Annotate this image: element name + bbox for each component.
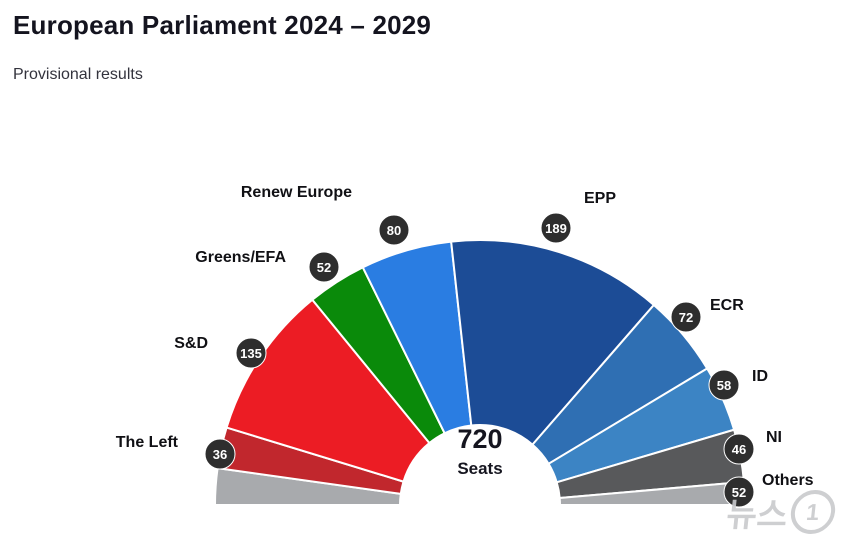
page-subtitle: Provisional results	[13, 66, 143, 83]
page-title: European Parliament 2024 – 2029	[13, 10, 432, 40]
party-label-ecr: ECR	[710, 297, 744, 314]
seat-count-id: 58	[717, 378, 731, 393]
seat-badge-epp: 189	[540, 212, 572, 244]
chart-header: European Parliament 2024 – 2029 Provisio…	[13, 10, 431, 84]
seat-count-renew-europe: 80	[387, 223, 401, 238]
seat-count-others: 52	[732, 485, 746, 500]
party-label-id: ID	[752, 368, 768, 385]
seat-count-ecr: 72	[679, 310, 693, 325]
seat-badge-id: 58	[708, 369, 740, 401]
seat-badge-greens-efa: 52	[308, 251, 340, 283]
watermark-text: 뉴스	[725, 496, 790, 533]
seat-count-greens-efa: 52	[317, 260, 331, 275]
party-label-sd: S&D	[174, 335, 208, 352]
party-label-ni: NI	[766, 429, 782, 446]
total-seats-label: Seats	[457, 459, 502, 478]
segment-epp	[450, 239, 656, 447]
seat-count-ni: 46	[732, 442, 746, 457]
news1-watermark: 뉴스 1	[725, 488, 838, 536]
seat-badge-sd: 135	[235, 337, 267, 369]
party-label-renew-europe: Renew Europe	[241, 184, 352, 201]
segment-renew-europe	[361, 240, 473, 435]
watermark-badge: 1	[788, 490, 838, 534]
party-label-others: Others	[762, 472, 814, 489]
party-label-epp: EPP	[584, 190, 616, 207]
seat-badge-ecr: 72	[670, 301, 702, 333]
party-label-greens-efa: Greens/EFA	[195, 249, 286, 266]
hemicycle-segments	[213, 239, 747, 506]
seat-badge-the-left: 36	[204, 438, 236, 470]
seat-count-epp: 189	[545, 221, 567, 236]
total-seats-value: 720	[457, 424, 502, 454]
segment-ecr	[531, 303, 709, 466]
seat-badge-ni: 46	[723, 433, 755, 465]
seat-count-sd: 135	[240, 346, 262, 361]
seat-badge-renew-europe: 80	[378, 214, 410, 246]
party-label-the-left: The Left	[116, 434, 179, 451]
seat-badge-others: 52	[723, 476, 755, 508]
seat-count-the-left: 36	[213, 447, 227, 462]
segment-s-d	[225, 298, 431, 483]
